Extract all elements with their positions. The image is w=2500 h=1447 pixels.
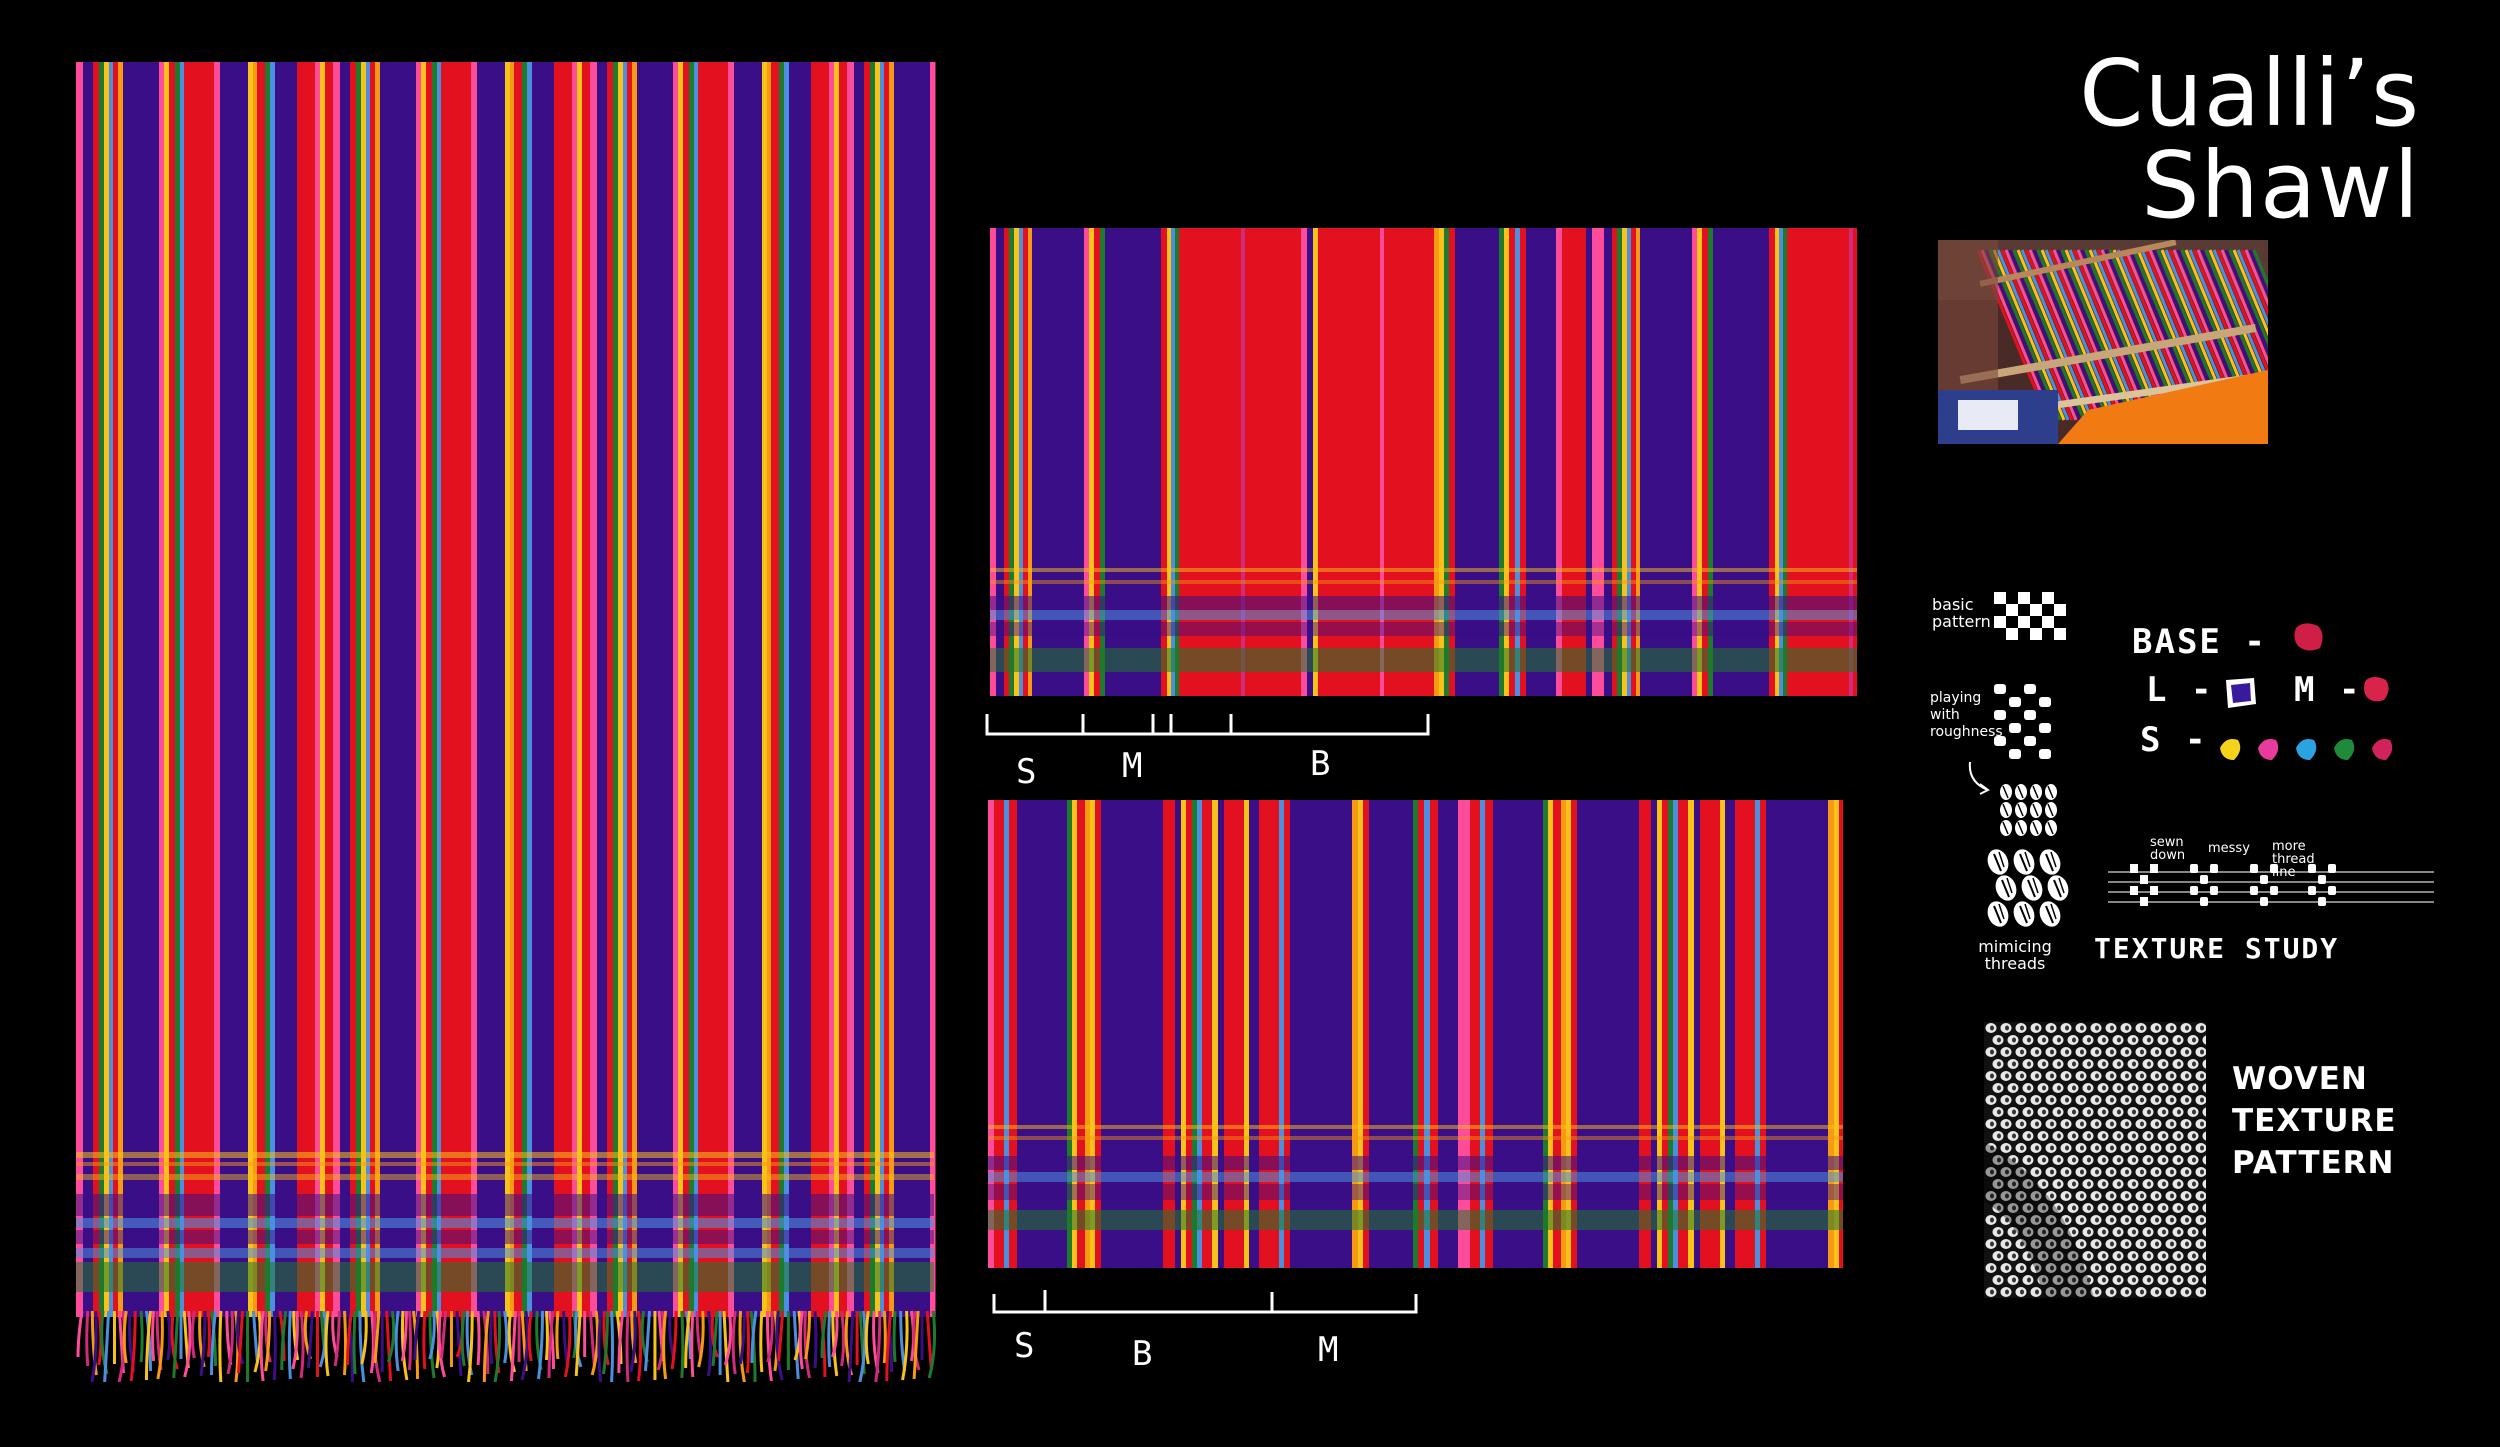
note-mimicing-threads: mimicing threads — [1978, 937, 2052, 973]
thread-line-study — [2108, 864, 2434, 906]
legend-s-swatches — [2220, 739, 2393, 760]
pattern-panel-top — [990, 228, 1857, 696]
woven-label-line3: PATTERN — [2232, 1145, 2395, 1181]
legend-s-swatch — [2258, 739, 2279, 760]
scale-bar-top — [985, 714, 1430, 736]
scale-label-s-top: S — [1016, 752, 1037, 792]
woven-label-line2: TEXTURE — [2232, 1103, 2397, 1139]
legend-l-label: L - — [2146, 670, 2214, 710]
note-basic-pattern: basic pattern — [1932, 595, 1991, 631]
texture-study-label: TEXTURE STUDY — [2094, 932, 2340, 965]
rough-thread-icon — [2000, 784, 2057, 836]
legend-s-swatch — [2220, 739, 2241, 760]
legend-s-label: S - — [2140, 720, 2208, 760]
legend-s-swatch — [2296, 739, 2317, 760]
legend-m-label: M - — [2294, 670, 2362, 710]
legend-m-swatch — [2364, 677, 2389, 702]
page-title: Cualli’s Shawl — [2079, 40, 2420, 239]
scale-label-m-top: M — [1122, 746, 1143, 786]
legend-base-swatch — [2294, 623, 2323, 651]
checker-basic-icon — [1994, 592, 2066, 640]
scale-bar-bottom — [992, 1290, 1418, 1314]
woven-texture-label: WOVEN TEXTURE PATTERN — [2232, 1058, 2397, 1184]
legend-s-swatch — [2334, 739, 2355, 760]
woven-label-line1: WOVEN — [2232, 1061, 2368, 1097]
legend-l-swatch — [2226, 678, 2256, 708]
loom-reference-photo — [1938, 240, 2268, 444]
mimic-thread-icon — [1987, 849, 2069, 927]
legend-base-label: BASE - — [2132, 622, 2267, 662]
legend-s-swatch — [2372, 739, 2393, 760]
note-playing-roughness: playing with roughness — [1930, 690, 2003, 740]
note-messy: messy — [2208, 841, 2250, 856]
pattern-panel-bottom — [988, 800, 1843, 1268]
shawl-illustration — [76, 62, 937, 1382]
scale-label-b-top: B — [1310, 744, 1331, 784]
scale-label-b-bottom: B — [1132, 1334, 1153, 1374]
scale-label-s-bottom: S — [1014, 1326, 1035, 1366]
note-sewn-down: sewn down — [2150, 835, 2186, 863]
woven-texture-sample — [1984, 1022, 2206, 1298]
arrow-icon — [1968, 761, 1990, 795]
scale-label-m-bottom: M — [1318, 1330, 1339, 1370]
checker-rough-icon — [1994, 684, 2051, 759]
